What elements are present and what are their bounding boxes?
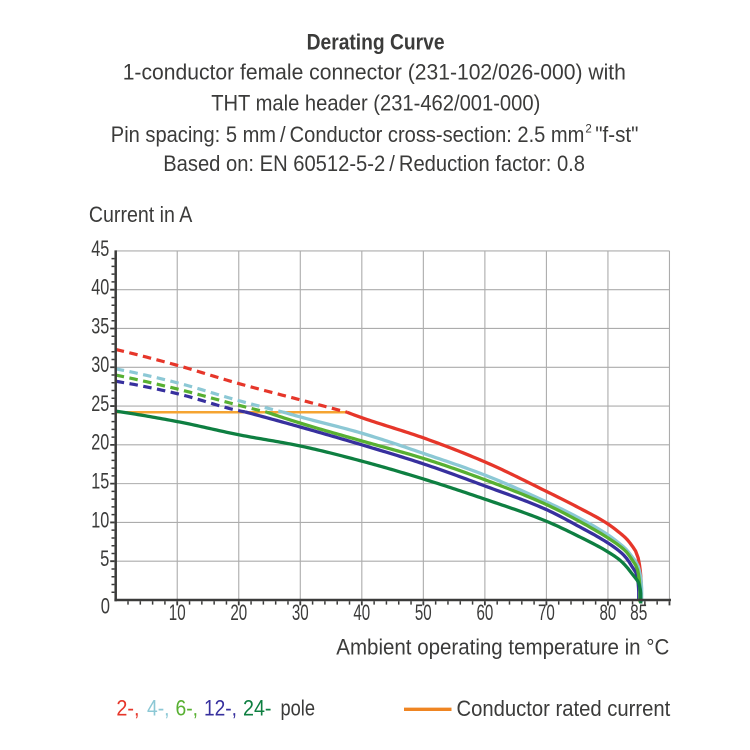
svg-text:Current in A: Current in A — [89, 202, 193, 227]
svg-text:Derating Curve: Derating Curve — [307, 29, 445, 54]
svg-text:60: 60 — [477, 600, 494, 625]
svg-text:35: 35 — [91, 313, 109, 338]
svg-text:Based on: EN 60512-5-2 / Reduc: Based on: EN 60512-5-2 / Reduction facto… — [163, 151, 585, 176]
svg-text:4-,: 4-, — [147, 696, 170, 721]
svg-text:5: 5 — [100, 546, 109, 571]
svg-text:25: 25 — [91, 391, 109, 416]
svg-text:12-,: 12-, — [204, 696, 237, 721]
svg-text:15: 15 — [91, 469, 109, 494]
svg-text:30: 30 — [91, 352, 109, 377]
svg-text:THT male header (231-462/001-0: THT male header (231-462/001-000) — [211, 91, 540, 116]
svg-text:"f-st": "f-st" — [595, 122, 638, 147]
svg-text:10: 10 — [169, 600, 186, 625]
svg-text:Conductor rated current: Conductor rated current — [457, 696, 671, 721]
svg-text:2-,: 2-, — [116, 696, 139, 721]
svg-text:50: 50 — [415, 600, 432, 625]
svg-text:0: 0 — [101, 593, 110, 618]
svg-text:2: 2 — [585, 121, 592, 135]
svg-text:85: 85 — [630, 600, 647, 625]
svg-text:6-,: 6-, — [176, 696, 199, 721]
svg-text:20: 20 — [230, 600, 247, 625]
svg-text:30: 30 — [292, 600, 309, 625]
svg-text:45: 45 — [91, 236, 109, 261]
svg-text:Ambient operating temperature: Ambient operating temperature in °C — [336, 635, 669, 660]
svg-text:70: 70 — [538, 600, 555, 625]
svg-text:Pin spacing: 5 mm / Conductor: Pin spacing: 5 mm / Conductor cross-sect… — [111, 122, 585, 147]
svg-text:24-: 24- — [243, 696, 272, 721]
svg-text:40: 40 — [91, 275, 109, 300]
svg-text:1-conductor female connector (: 1-conductor female connector (231-102/02… — [123, 60, 626, 85]
svg-text:80: 80 — [600, 600, 617, 625]
svg-text:10: 10 — [91, 507, 109, 532]
svg-text:20: 20 — [91, 430, 109, 455]
svg-text:pole: pole — [281, 696, 316, 721]
svg-text:40: 40 — [353, 600, 370, 625]
